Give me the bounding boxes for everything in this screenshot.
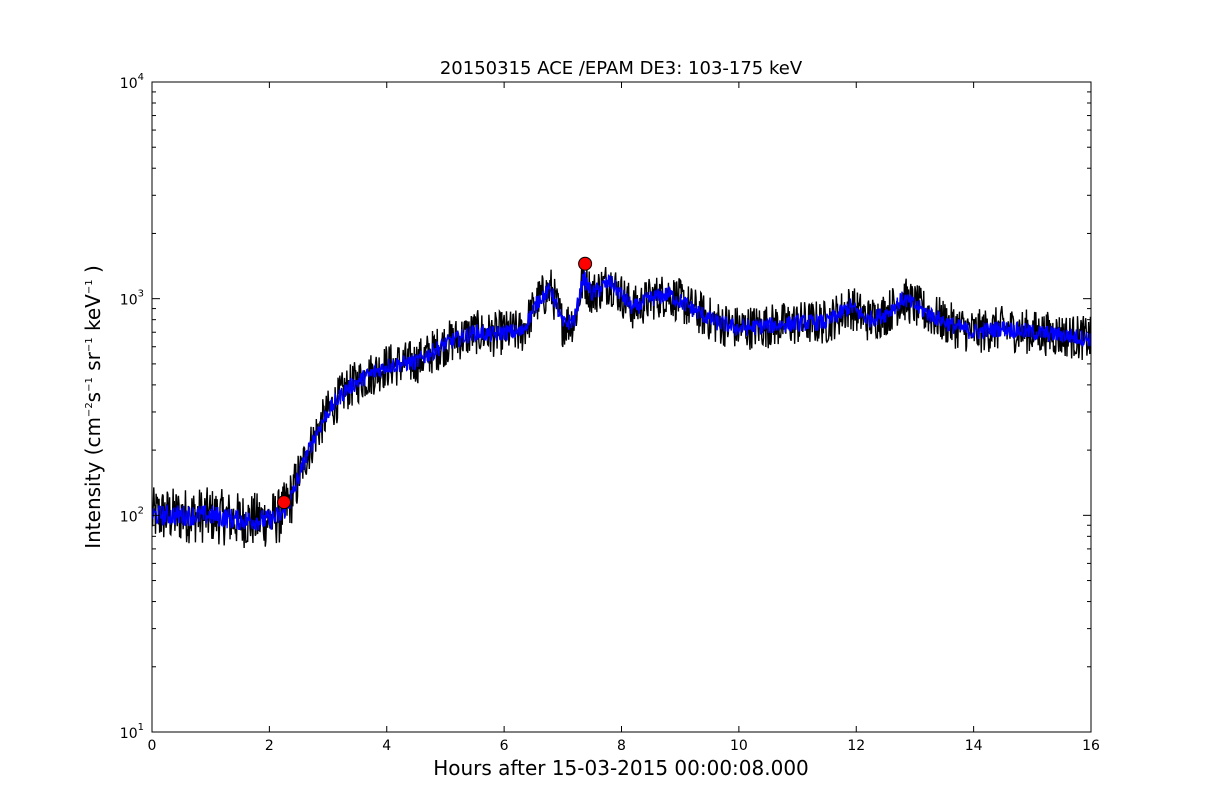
x-tick-label: 16 — [1082, 738, 1100, 754]
y-tick-label: 104 — [120, 72, 144, 92]
x-axis-label: Hours after 15-03-2015 00:00:08.000 — [433, 756, 809, 780]
series-line-smoothed — [152, 270, 1091, 531]
y-axis-label: Intensity (cm−2s−1 sr−1 keV−1 ) — [81, 265, 105, 549]
x-tick-label: 2 — [265, 738, 274, 754]
y-tick-label: 101 — [120, 722, 144, 742]
x-tick-label: 4 — [382, 738, 391, 754]
x-tick-label: 12 — [847, 738, 865, 754]
event-marker-2 — [578, 256, 593, 271]
x-tick-label: 8 — [617, 738, 626, 754]
x-tick-label: 6 — [500, 738, 509, 754]
x-tick-label: 0 — [148, 738, 157, 754]
x-tick-label: 10 — [730, 738, 748, 754]
chart-title: 20150315 ACE /EPAM DE3: 103-175 keV — [440, 58, 803, 79]
x-tick-label: 14 — [965, 738, 983, 754]
event-marker-1 — [277, 495, 292, 510]
y-tick-label: 102 — [120, 505, 144, 525]
y-tick-label: 103 — [120, 289, 144, 309]
